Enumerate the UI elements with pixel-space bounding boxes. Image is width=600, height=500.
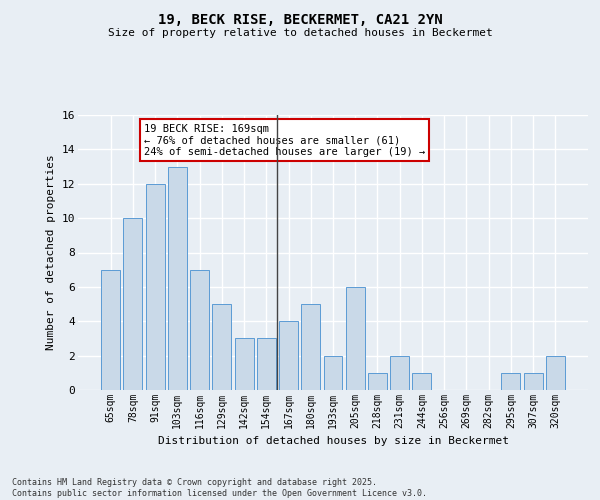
Bar bbox=[168, 166, 187, 390]
Y-axis label: Number of detached properties: Number of detached properties bbox=[46, 154, 56, 350]
Bar bbox=[524, 373, 542, 390]
Bar bbox=[101, 270, 120, 390]
Bar bbox=[212, 304, 231, 390]
Bar bbox=[412, 373, 431, 390]
Text: Size of property relative to detached houses in Beckermet: Size of property relative to detached ho… bbox=[107, 28, 493, 38]
Bar bbox=[301, 304, 320, 390]
Bar bbox=[390, 356, 409, 390]
Bar bbox=[279, 322, 298, 390]
Text: 19, BECK RISE, BECKERMET, CA21 2YN: 19, BECK RISE, BECKERMET, CA21 2YN bbox=[158, 12, 442, 26]
Bar bbox=[257, 338, 276, 390]
Bar bbox=[346, 287, 365, 390]
X-axis label: Distribution of detached houses by size in Beckermet: Distribution of detached houses by size … bbox=[157, 436, 509, 446]
Bar bbox=[502, 373, 520, 390]
Bar bbox=[124, 218, 142, 390]
Text: 19 BECK RISE: 169sqm
← 76% of detached houses are smaller (61)
24% of semi-detac: 19 BECK RISE: 169sqm ← 76% of detached h… bbox=[144, 124, 425, 157]
Bar bbox=[323, 356, 343, 390]
Bar bbox=[368, 373, 387, 390]
Bar bbox=[190, 270, 209, 390]
Bar bbox=[146, 184, 164, 390]
Text: Contains HM Land Registry data © Crown copyright and database right 2025.
Contai: Contains HM Land Registry data © Crown c… bbox=[12, 478, 427, 498]
Bar bbox=[235, 338, 254, 390]
Bar bbox=[546, 356, 565, 390]
